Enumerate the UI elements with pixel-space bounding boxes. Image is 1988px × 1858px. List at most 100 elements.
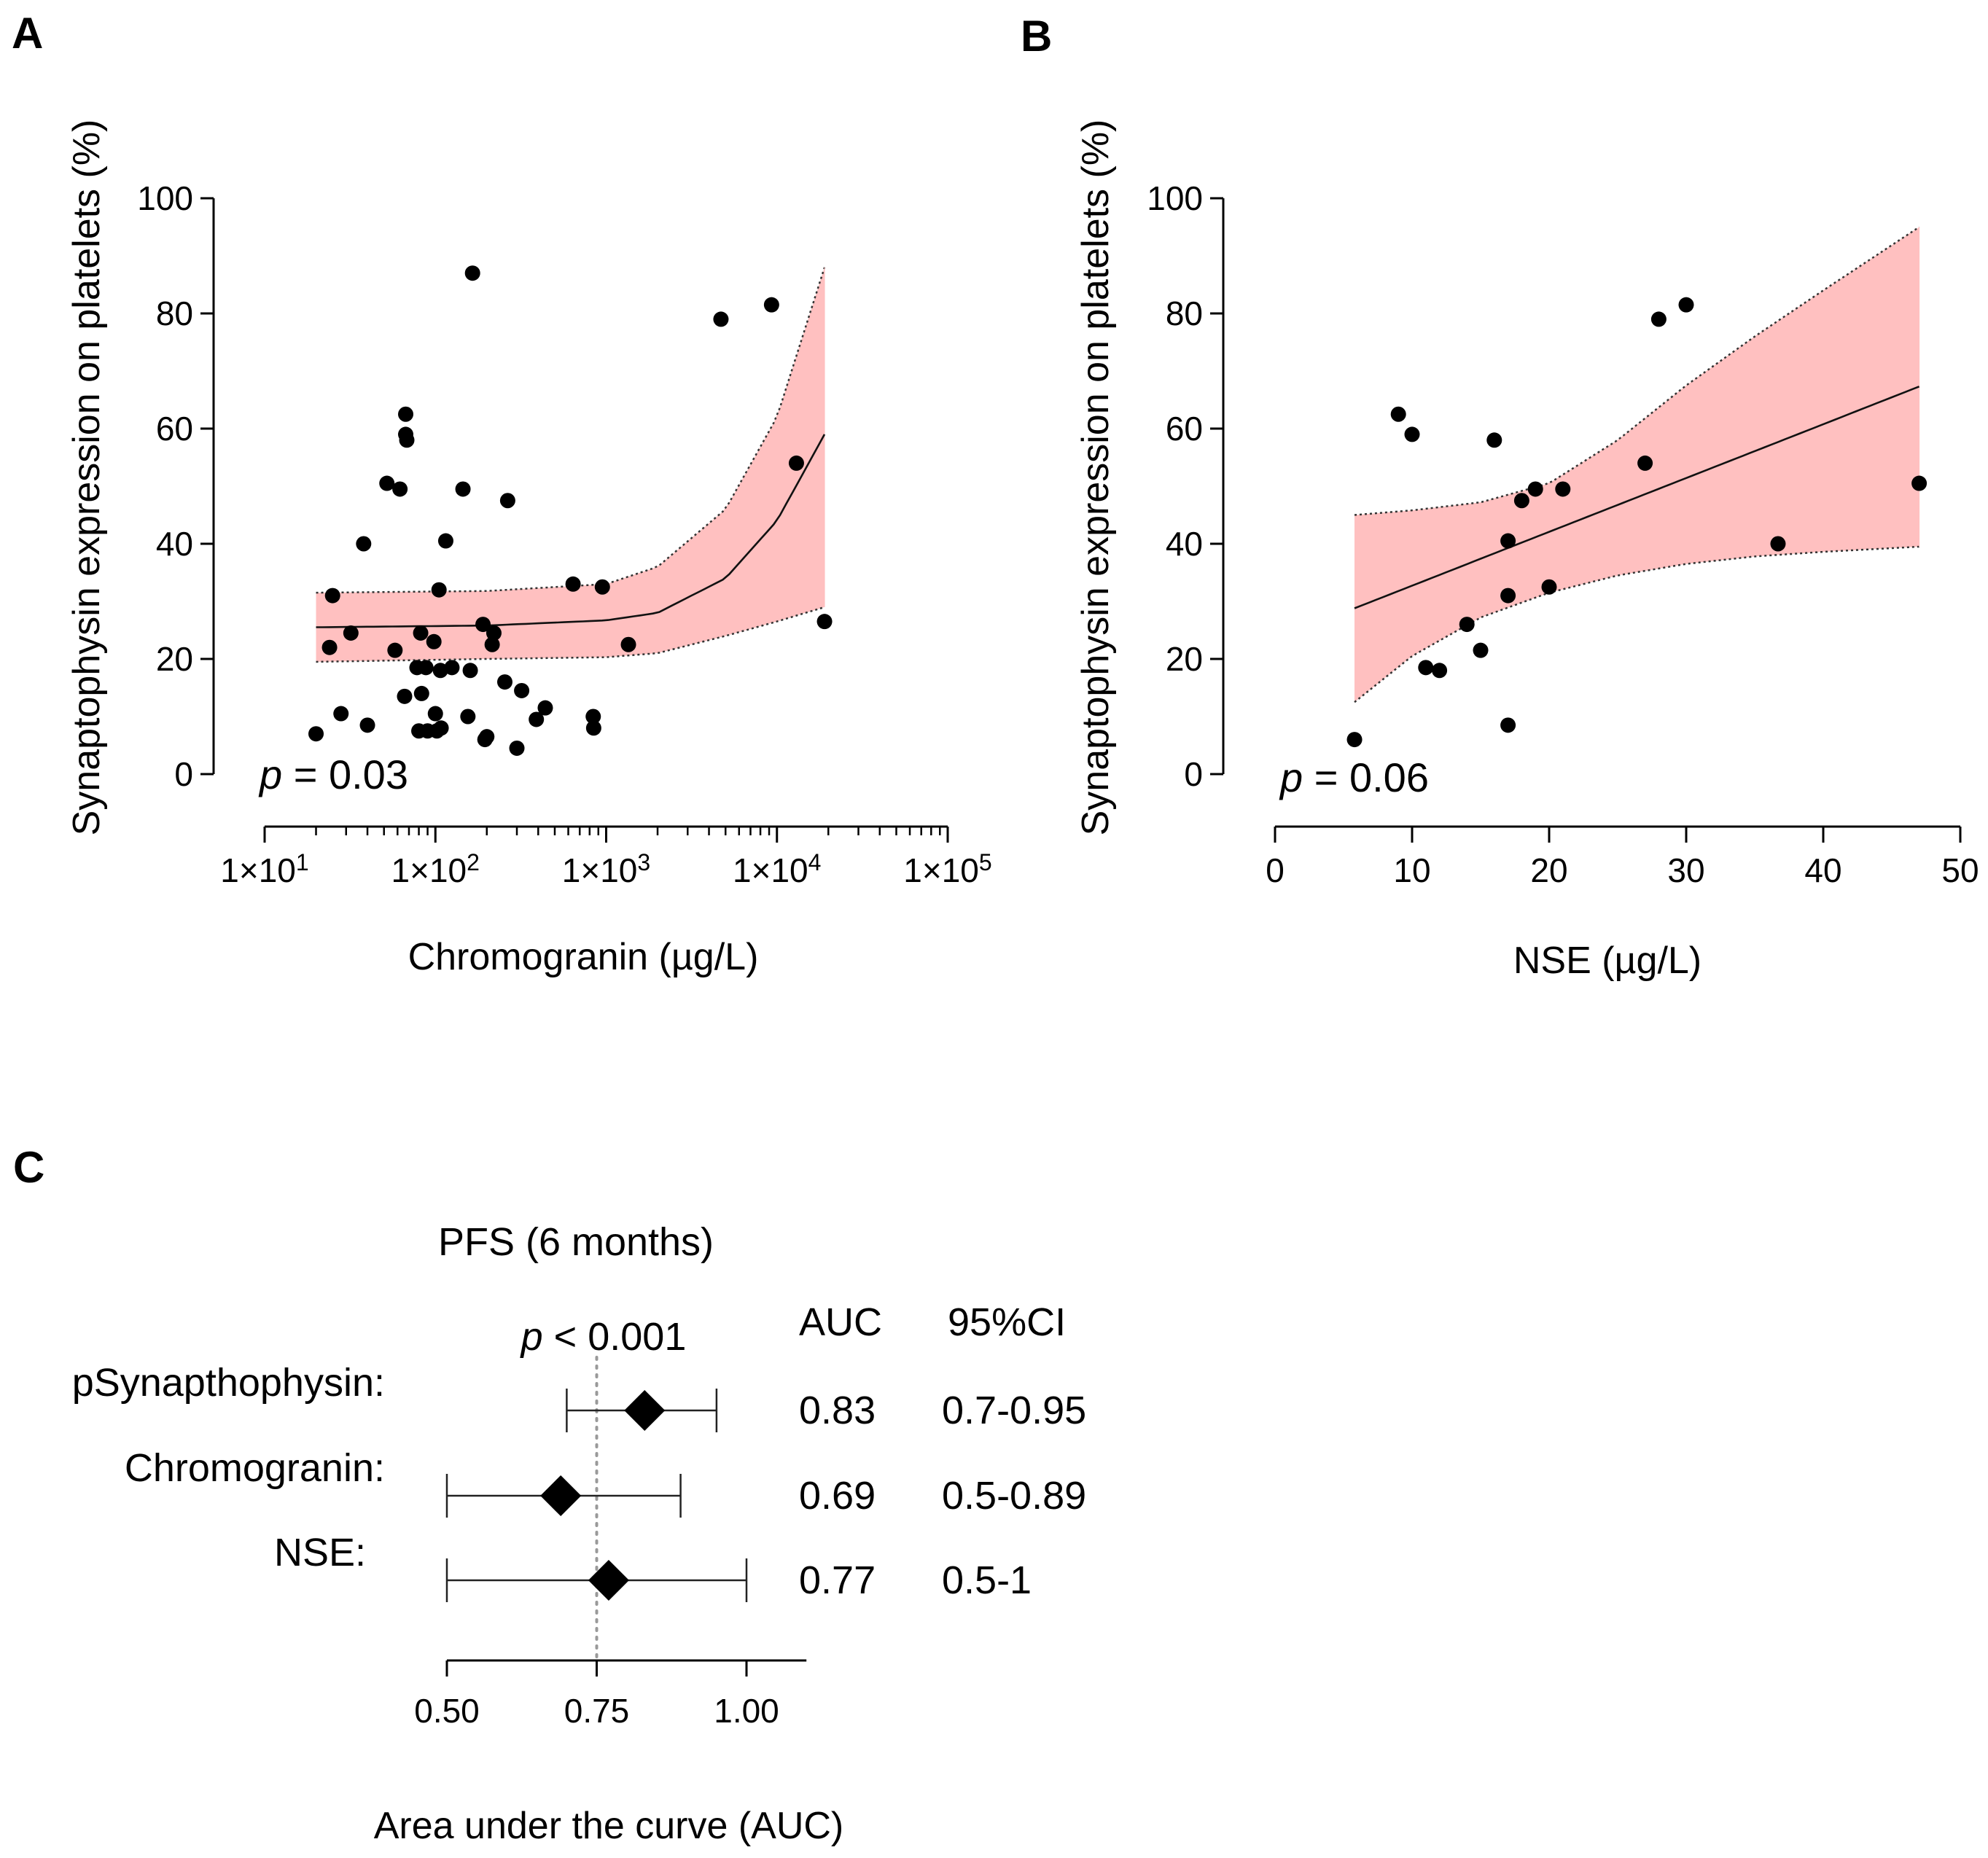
data-point-4 [1418, 660, 1434, 676]
p-value-text: = 0.03 [282, 752, 408, 797]
data-point-18 [1678, 297, 1694, 313]
x-axis-title: NSE (µg/L) [1513, 940, 1702, 982]
data-point-12 [1513, 493, 1529, 509]
y-tick-label: 20 [156, 640, 193, 678]
data-point-6 [356, 536, 372, 552]
x-tick-base: 1×10 [733, 851, 808, 889]
x-tick-label: 1×103 [562, 849, 650, 889]
x-tick-base: 1×10 [220, 851, 296, 889]
x-axis-title: Chromogranin (µg/L) [408, 936, 759, 978]
x-tick-label: 1.00 [714, 1692, 779, 1730]
data-point-2 [1390, 406, 1406, 422]
auc-marker [624, 1390, 666, 1431]
y-tick-label: 100 [137, 179, 193, 217]
x-tick-label: 0 [1266, 851, 1285, 889]
data-point-28 [444, 660, 460, 676]
y-tick-label: 60 [1166, 410, 1203, 448]
p-italic: p [520, 1315, 543, 1359]
data-point-3 [1404, 426, 1420, 442]
data-point-51 [788, 455, 804, 471]
data-point-33 [475, 617, 491, 633]
data-point-31 [462, 663, 478, 679]
data-point-17 [1650, 311, 1667, 327]
x-tick-label: 10 [1393, 851, 1430, 889]
x-axis-title: Area under the curve (AUC) [374, 1805, 844, 1847]
data-point-8 [1486, 432, 1502, 448]
regression-line-group [1354, 386, 1920, 609]
data-point-42 [529, 711, 545, 727]
x-tick-label: 30 [1667, 851, 1704, 889]
data-point-35 [479, 729, 495, 745]
auc-value: 0.69 [799, 1474, 876, 1518]
data-point-22 [427, 706, 443, 722]
y-tick-label: 0 [174, 755, 193, 793]
data-point-24 [431, 582, 447, 598]
data-point-49 [713, 311, 729, 327]
data-point-27 [437, 533, 453, 549]
regression-line-group [316, 434, 826, 628]
data-point-45 [585, 709, 601, 725]
y-tick-label: 40 [1166, 525, 1203, 563]
y-tick-label: 0 [1184, 755, 1203, 793]
y-tick-label: 80 [156, 294, 193, 332]
x-tick-label: 20 [1530, 851, 1567, 889]
auc-marker [540, 1475, 582, 1516]
data-point-48 [620, 636, 636, 652]
x-tick-label: 0.50 [414, 1692, 480, 1730]
panel-a-label: A [12, 9, 43, 58]
y-tick-label: 80 [1166, 294, 1203, 332]
chart-c-forest: PFS (6 months) p < 0.001 AUC 95%CI pSyna… [72, 1220, 1086, 1847]
panel-b-label: B [1021, 12, 1052, 60]
x-tick-label: 1×104 [733, 849, 821, 889]
auc-column-header: AUC [799, 1300, 882, 1344]
data-point-50 [763, 297, 779, 313]
p-value-annotation: p = 0.03 [258, 752, 408, 797]
y-axis-title: Synaptophysin expression on platelets (%… [1075, 120, 1117, 836]
auc-value: 0.83 [799, 1389, 876, 1432]
ci-value: 0.5-1 [942, 1558, 1032, 1602]
x-tick-exponent: 4 [808, 849, 822, 875]
data-point-29 [455, 481, 471, 497]
chart-b: 0 20 40 60 80 100 0 10 20 30 40 50 NSE (µg/L) Synap… [1075, 120, 1979, 982]
data-point-7 [359, 717, 375, 733]
p-italic: p [258, 752, 282, 797]
data-point-11 [397, 688, 413, 704]
data-point-13 [1527, 481, 1543, 497]
data-point-44 [565, 576, 581, 592]
data-point-19 [1770, 536, 1786, 552]
data-point-52 [816, 614, 833, 630]
data-point-13 [398, 406, 414, 422]
panel-c-label: C [13, 1143, 44, 1192]
x-tick-base: 1×10 [391, 851, 467, 889]
data-point-19 [418, 660, 434, 676]
x-tick-exponent: 3 [637, 849, 650, 875]
data-point-2 [321, 639, 338, 655]
data-point-8 [379, 475, 395, 491]
data-point-41 [514, 682, 530, 698]
data-point-36 [484, 636, 500, 652]
x-tick-label: 50 [1941, 851, 1979, 889]
data-point-9 [1500, 717, 1516, 733]
p-value-annotation: p = 0.06 [1279, 754, 1429, 800]
data-point-1 [308, 726, 324, 742]
data-point-11 [1500, 533, 1516, 549]
p-italic: p [1279, 754, 1303, 800]
y-tick-label: 60 [156, 410, 193, 448]
x-tick-exponent: 5 [979, 849, 992, 875]
data-point-30 [460, 709, 476, 725]
p-value-annotation: p < 0.001 [520, 1315, 687, 1359]
x-tick-exponent: 2 [467, 849, 480, 875]
data-point-38 [496, 674, 512, 690]
x-tick-label: 1×105 [903, 849, 991, 889]
y-tick-label: 40 [156, 525, 193, 563]
data-point-4 [333, 706, 349, 722]
confidence-band [1354, 227, 1919, 703]
x-tick-label: 40 [1804, 851, 1841, 889]
p-value-text: < 0.001 [543, 1315, 687, 1359]
data-point-5 [343, 625, 359, 641]
data-points-group [308, 265, 833, 756]
axes-group: 0 20 40 60 80 100 0 10 20 30 40 50 [1147, 179, 1979, 889]
auc-marker [588, 1560, 629, 1601]
